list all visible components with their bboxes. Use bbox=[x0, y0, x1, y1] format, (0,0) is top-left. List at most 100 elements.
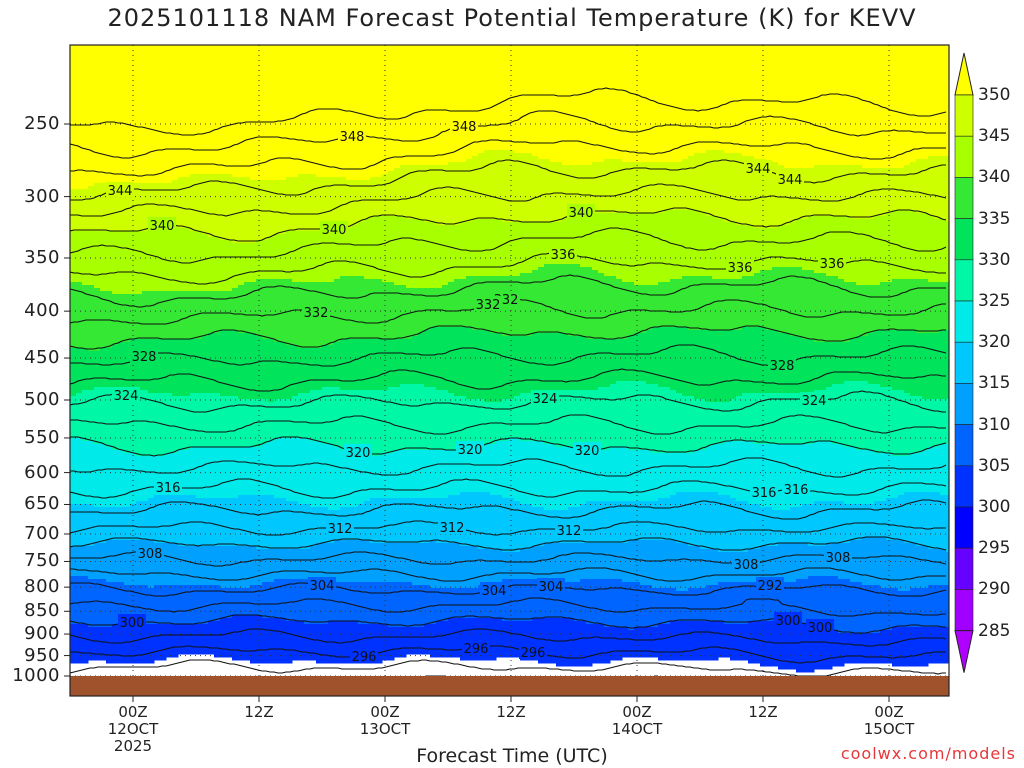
y-tick-label: 1000 bbox=[12, 665, 60, 686]
contour-band bbox=[232, 546, 239, 589]
contour-band bbox=[682, 591, 689, 622]
contour-band bbox=[184, 339, 191, 397]
contour-band bbox=[826, 576, 833, 631]
contour-band bbox=[808, 504, 815, 547]
contour-band bbox=[82, 348, 89, 391]
contour-band bbox=[490, 45, 497, 151]
contour-band bbox=[166, 585, 173, 625]
colorbar-label: 300 bbox=[978, 497, 1011, 517]
contour-label-bg bbox=[148, 217, 176, 232]
contour-band bbox=[892, 627, 899, 667]
contour-band bbox=[502, 579, 509, 622]
contour-band bbox=[472, 588, 479, 619]
contour-band bbox=[202, 585, 209, 625]
contour-band bbox=[94, 507, 101, 544]
contour-band bbox=[802, 444, 809, 505]
contour-band bbox=[706, 549, 713, 586]
contour-band bbox=[250, 615, 257, 664]
contour-band bbox=[316, 390, 323, 442]
contour-band bbox=[712, 585, 719, 622]
contour-band bbox=[616, 213, 623, 280]
contour-band bbox=[118, 624, 125, 664]
contour-band bbox=[748, 45, 755, 157]
contour-band bbox=[376, 498, 383, 544]
contour-band bbox=[730, 330, 737, 400]
contour-label-bg bbox=[537, 578, 565, 593]
contour-band bbox=[274, 180, 281, 235]
source-credit[interactable]: coolwx.com/models bbox=[840, 744, 1016, 763]
contour-band bbox=[304, 624, 311, 661]
contour-band bbox=[484, 444, 491, 493]
contour-band bbox=[502, 552, 509, 580]
contour-band bbox=[670, 45, 677, 163]
contour-band bbox=[916, 159, 923, 214]
contour-label-bg bbox=[154, 479, 182, 494]
contour-band bbox=[754, 159, 761, 229]
contour-band bbox=[460, 279, 467, 328]
contour-band bbox=[730, 441, 737, 499]
contour-band bbox=[370, 498, 377, 544]
contour-band bbox=[100, 444, 107, 508]
contour-band bbox=[736, 624, 743, 661]
contour-band bbox=[262, 444, 269, 496]
contour-band bbox=[394, 387, 401, 451]
contour-band bbox=[496, 402, 503, 442]
contour-band bbox=[910, 330, 917, 397]
contour-band bbox=[412, 384, 419, 451]
contour-band bbox=[112, 45, 119, 184]
contour-band bbox=[400, 384, 407, 451]
contour-band bbox=[316, 507, 323, 544]
contour-band bbox=[580, 543, 587, 580]
contour-band bbox=[742, 393, 749, 442]
contour-label-bg bbox=[818, 255, 846, 270]
contour-band bbox=[166, 543, 173, 586]
contour-band bbox=[700, 549, 707, 589]
contour-band bbox=[658, 387, 665, 454]
contour-band bbox=[442, 543, 449, 589]
contour-band bbox=[592, 270, 599, 340]
contour-band bbox=[556, 618, 563, 667]
contour-band bbox=[148, 588, 155, 625]
contour-band bbox=[616, 543, 623, 580]
contour-band bbox=[346, 276, 353, 340]
contour-band bbox=[784, 225, 791, 268]
contour-band bbox=[196, 291, 203, 340]
contour-band bbox=[316, 624, 323, 664]
y-tick-label: 950 bbox=[24, 644, 60, 666]
contour-band bbox=[376, 624, 383, 664]
contour-band bbox=[274, 279, 281, 343]
contour-band bbox=[112, 231, 119, 295]
contour-band bbox=[868, 633, 875, 664]
contour-band bbox=[136, 294, 143, 340]
contour-band bbox=[694, 276, 701, 331]
contour-band bbox=[856, 285, 863, 337]
contour-band bbox=[88, 45, 95, 187]
contour-band bbox=[454, 45, 461, 163]
contour-label: 336 bbox=[728, 261, 753, 276]
contour-label: 296 bbox=[464, 642, 489, 657]
contour-band bbox=[352, 453, 359, 508]
contour-band bbox=[598, 273, 605, 340]
contour-band bbox=[118, 387, 125, 451]
contour-band bbox=[130, 231, 137, 295]
contour-label: 348 bbox=[340, 130, 365, 145]
contour-band bbox=[160, 495, 167, 544]
contour-band bbox=[640, 285, 647, 334]
contour-band bbox=[772, 162, 779, 229]
contour-band bbox=[436, 327, 443, 391]
contour-band bbox=[682, 210, 689, 277]
contour-band bbox=[538, 45, 545, 160]
contour-band bbox=[610, 501, 617, 544]
contour-band bbox=[172, 45, 179, 181]
contour-band bbox=[424, 543, 431, 586]
contour-band bbox=[772, 228, 779, 268]
contour-band bbox=[160, 291, 167, 340]
contour-band bbox=[268, 339, 275, 403]
contour-band bbox=[298, 393, 305, 439]
contour-band bbox=[352, 180, 359, 226]
contour-band bbox=[598, 450, 605, 502]
contour-band bbox=[436, 450, 443, 499]
contour-band bbox=[604, 339, 611, 388]
contour-band bbox=[904, 492, 911, 544]
contour-band bbox=[646, 450, 653, 502]
